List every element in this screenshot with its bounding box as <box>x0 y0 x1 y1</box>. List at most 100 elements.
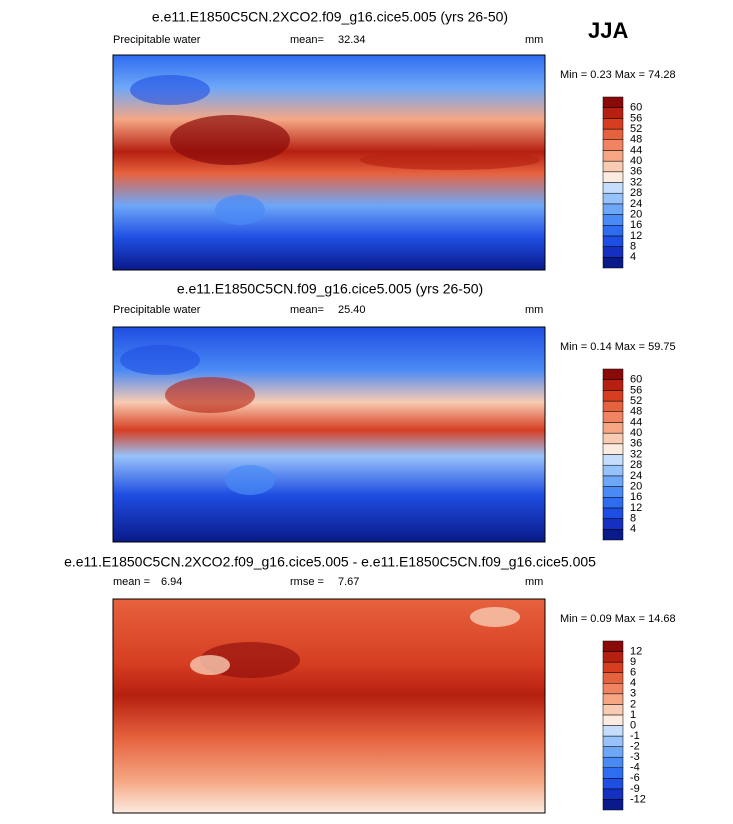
stat-value: 7.67 <box>338 576 359 588</box>
colorbar-label: 12 <box>630 645 642 657</box>
colorbar-label: -9 <box>630 783 640 795</box>
min-max-max-label: Max = <box>615 69 645 81</box>
colorbar-label: 1 <box>630 709 636 721</box>
colorbar-label: 24 <box>630 198 642 210</box>
min-max-min: 0.09 <box>590 613 611 625</box>
map <box>112 598 546 814</box>
map <box>112 326 546 543</box>
colorbar-box <box>602 454 624 466</box>
colorbar-label: -3 <box>630 751 640 763</box>
colorbar-label: 4 <box>630 251 636 263</box>
colorbar-box <box>602 379 624 391</box>
colorbar-label: 40 <box>630 427 642 439</box>
colorbar-box <box>602 486 624 498</box>
colorbar-box <box>602 257 624 269</box>
colorbar-box <box>602 160 624 173</box>
stat-value: 25.40 <box>338 304 366 316</box>
colorbar-box <box>602 235 624 247</box>
colorbar-label: 12 <box>630 502 642 514</box>
min-max-min: 0.14 <box>590 341 611 353</box>
panel-title: e.e11.E1850C5CN.2XCO2.f09_g16.cice5.005 … <box>152 9 508 25</box>
colorbar-box <box>602 497 624 509</box>
stat-label: rmse = <box>290 576 324 588</box>
colorbar-label: 52 <box>630 123 642 135</box>
min-max-min-label: Min = <box>560 613 587 625</box>
colorbar-box <box>602 443 624 455</box>
colorbar-label: 40 <box>630 155 642 167</box>
colorbar-label: 56 <box>630 384 642 396</box>
colorbar-box <box>602 368 624 380</box>
map <box>112 54 546 271</box>
colorbar-box <box>602 203 624 215</box>
colorbar-box <box>602 400 624 412</box>
colorbar-box <box>602 475 624 487</box>
colorbar-label: 36 <box>630 166 642 178</box>
colorbar-box <box>602 128 624 140</box>
colorbar-box <box>602 640 624 652</box>
variable: Precipitable water <box>113 304 201 316</box>
colorbar-label: 24 <box>630 470 642 482</box>
colorbar-label: 32 <box>630 448 642 460</box>
colorbar-label: -1 <box>630 730 640 742</box>
colorbar-box <box>602 192 624 205</box>
colorbar-label: 28 <box>630 459 642 471</box>
colorbar-box <box>602 518 624 530</box>
colorbar-box <box>602 150 624 162</box>
units: mm <box>525 34 543 46</box>
colorbar-label: 16 <box>630 491 642 503</box>
colorbar-box <box>602 661 624 673</box>
variable: Precipitable water <box>113 34 201 46</box>
colorbar-box <box>602 651 624 663</box>
colorbar-label: 32 <box>630 176 642 188</box>
colorbar-label: 20 <box>630 208 642 220</box>
colorbar-box <box>602 693 624 705</box>
min-max-max: 74.28 <box>648 69 676 81</box>
colorbar-box <box>602 246 624 258</box>
colorbar-box <box>602 422 624 434</box>
colorbar-label: 48 <box>630 406 642 418</box>
colorbar-label: 4 <box>630 677 636 689</box>
panel-title: e.e11.E1850C5CN.2XCO2.f09_g16.cice5.005 … <box>64 554 596 570</box>
colorbar-box <box>602 704 624 716</box>
colorbar-label: 0 <box>630 719 636 731</box>
min-max: Min = 0.14 Max = 59.75 <box>560 341 676 353</box>
colorbar-label: 6 <box>630 667 636 679</box>
colorbar-box <box>602 714 624 726</box>
colorbar-box <box>602 746 624 758</box>
colorbar-label: 60 <box>630 374 642 386</box>
colorbar-box <box>602 96 624 108</box>
colorbar-label: 3 <box>630 688 636 700</box>
min-max-max-label: Max = <box>615 341 645 353</box>
panel-title: e.e11.E1850C5CN.f09_g16.cice5.005 (yrs 2… <box>177 281 483 297</box>
colorbar-box <box>602 778 624 790</box>
colorbar-box <box>602 118 624 130</box>
colorbar-box <box>602 432 624 445</box>
min-max-min-label: Min = <box>560 341 587 353</box>
colorbar-label: 9 <box>630 656 636 668</box>
units: mm <box>525 304 543 316</box>
colorbar-label: -6 <box>630 772 640 784</box>
colorbar-label: -4 <box>630 762 640 774</box>
colorbar-label: 4 <box>630 523 636 535</box>
min-max-max: 14.68 <box>648 613 676 625</box>
stat-label: mean= <box>290 34 324 46</box>
min-max-min: 0.23 <box>590 69 611 81</box>
colorbar-box <box>602 507 624 519</box>
colorbar-label: 28 <box>630 187 642 199</box>
colorbar-label: 2 <box>630 698 636 710</box>
colorbar-box <box>602 182 624 194</box>
colorbar-box <box>602 683 624 695</box>
season: JJA <box>588 18 628 43</box>
colorbar-box <box>602 725 624 737</box>
colorbar-box <box>602 756 624 768</box>
colorbar-box <box>602 214 624 226</box>
colorbar-label: -2 <box>630 741 640 753</box>
colorbar-box <box>602 411 624 423</box>
stat-label: mean = <box>113 576 150 588</box>
min-max-max-label: Max = <box>615 613 645 625</box>
colorbar-label: 56 <box>630 112 642 124</box>
colorbar-box <box>602 529 624 541</box>
colorbar-box <box>602 390 624 402</box>
colorbar-label: 48 <box>630 134 642 146</box>
